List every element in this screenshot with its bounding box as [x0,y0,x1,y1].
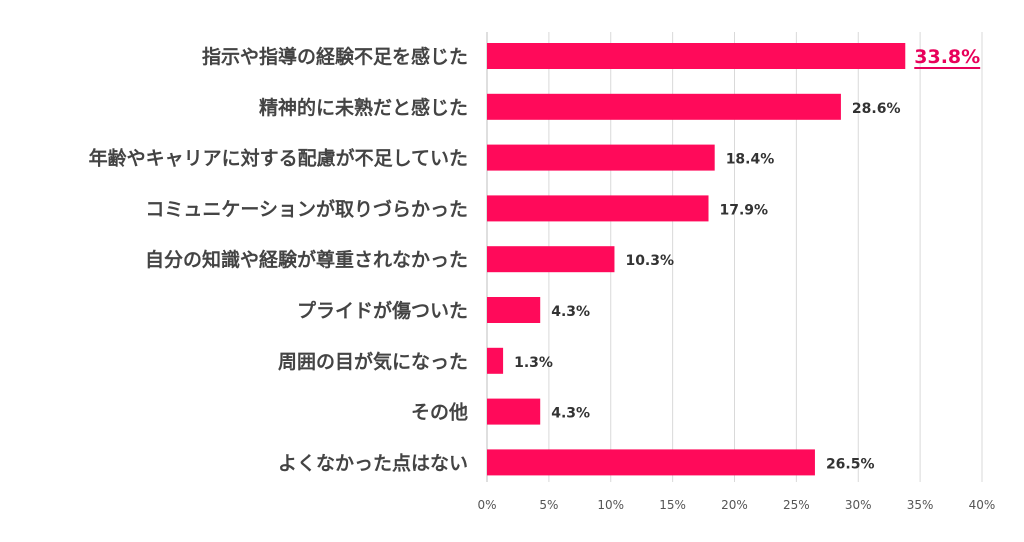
x-tick-label: 25% [783,498,810,512]
x-tick-label: 40% [969,498,996,512]
x-tick-label: 20% [721,498,748,512]
value-label: 28.6% [852,101,901,117]
category-label: 指示や指導の経験不足を感じた [202,45,468,68]
bar [487,398,541,425]
category-label: 精神的に未熟だと感じた [259,96,468,119]
value-label: 4.3% [551,406,590,422]
tick-layer: 0% 5% 10% 15% 20% 25% 30% 35% 40% [477,498,995,512]
bar [487,43,906,69]
bar [487,144,715,171]
value-label: 1.3% [514,355,553,371]
category-label: プライドが傷ついた [297,299,468,322]
value-label: 26.5% [826,456,875,472]
category-label: コミュニケーションが取りづらかった [145,197,468,220]
value-label: 4.3% [551,304,590,320]
bar [487,347,504,374]
x-tick-label: 5% [539,498,558,512]
label-layer: 指示や指導の経験不足を感じた 33.8% 精神的に未熟だと感じた 28.6% 年齢やキャ… [89,45,981,474]
value-label-highlight: 33.8% [914,46,980,68]
x-tick-label: 0% [477,498,496,512]
value-label: 17.9% [720,202,769,218]
bar [487,449,815,476]
x-tick-label: 30% [845,498,872,512]
value-label: 10.3% [625,253,674,269]
category-label: 周囲の目が気になった [278,350,468,373]
category-label: 年齢やキャリアに対する配慮が不足していた [89,147,468,170]
bar [487,93,841,120]
bar [487,246,615,273]
category-label: よくなかった点はない [278,452,468,474]
x-tick-label: 15% [659,498,686,512]
bar-layer [487,43,906,476]
bar [487,195,709,222]
value-label: 18.4% [726,152,775,168]
category-label: その他 [411,401,468,424]
bar [487,297,541,323]
x-tick-label: 10% [597,498,624,512]
x-tick-label: 35% [907,498,934,512]
category-label: 自分の知識や経験が尊重されなかった [145,248,468,271]
